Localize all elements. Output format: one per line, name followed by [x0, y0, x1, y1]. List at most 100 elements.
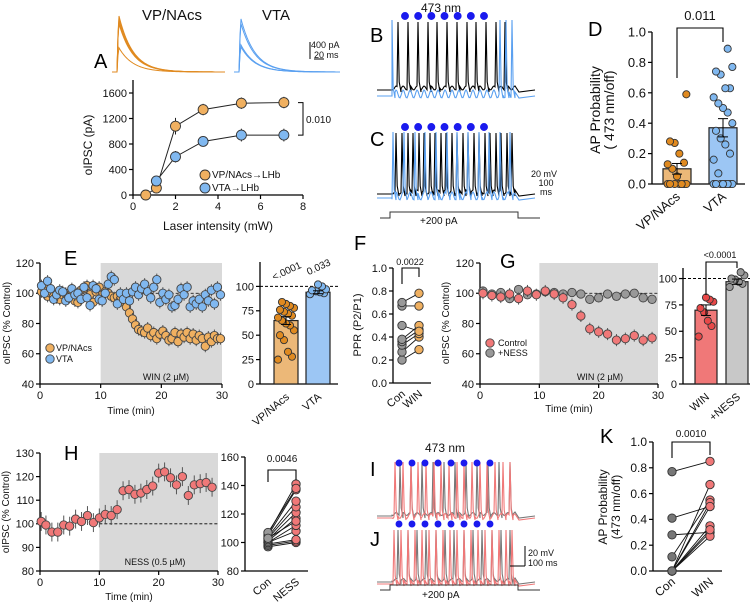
k-pair-line	[671, 529, 711, 572]
g-drug-label: WIN (2 µM)	[577, 372, 623, 382]
g-data-point	[513, 293, 524, 304]
g-inset-data-point	[736, 268, 745, 277]
g-data-point	[647, 333, 657, 343]
g-data-point	[602, 289, 613, 299]
e-data-point	[164, 290, 174, 300]
d-data-point	[682, 90, 691, 99]
j-scale-mv: 20 mV	[528, 548, 554, 558]
h-xlabel: Time (min)	[105, 592, 152, 603]
d-ylabel-2: ( 473 nm/off)	[601, 70, 617, 149]
g-data-point	[585, 324, 595, 334]
h-inset-pair-line	[267, 530, 297, 543]
h-data-point	[159, 467, 170, 477]
f-y-tick-label: 1.0	[372, 263, 387, 275]
k-pair-line	[671, 535, 711, 572]
h-inset-y-tick-label: 120	[221, 509, 239, 521]
i-laser-pulse	[434, 459, 442, 467]
g-data-point	[522, 286, 533, 296]
j-laser-pulse	[421, 520, 429, 528]
k-y-tick-label: 0.4	[630, 513, 647, 527]
h-ylabel: oIPSC (% Control)	[1, 471, 12, 553]
a-data-point	[197, 135, 209, 147]
f-p-value: 0.0022	[396, 257, 424, 267]
a-y-tick-label: 1200	[103, 113, 127, 125]
h-inset-pair-line	[267, 500, 297, 538]
g-inset-y-tick-label: 0	[671, 379, 677, 391]
g-data-point	[602, 329, 613, 339]
panel-letter-c: C	[370, 129, 384, 151]
g-legend-marker-ness	[485, 348, 495, 358]
g-inset-y-tick-label: 25	[665, 352, 677, 364]
k-data-point-before	[667, 566, 677, 576]
d-category-label: VTA	[701, 189, 730, 216]
h-data-point	[112, 504, 122, 515]
k-ylabel-1: AP Probability	[596, 469, 610, 544]
k-category-label: Con	[652, 575, 678, 600]
e-data-point	[91, 284, 101, 294]
g-data-point	[611, 335, 622, 345]
panel-letter-i: I	[370, 459, 376, 481]
g-legend-control: Control	[498, 338, 527, 348]
e-inset-data-point	[275, 331, 285, 340]
j-step-label: +200 pA	[422, 590, 460, 601]
h-inset-pair-line	[267, 506, 297, 539]
d-data-point	[663, 160, 672, 169]
a-data-point	[278, 97, 290, 109]
h-inset-y-tick-label: 140	[221, 480, 239, 492]
h-inset-category-label: NESS	[271, 576, 302, 604]
g-inset-data-point	[703, 316, 712, 325]
h-x-tick-label: 0	[37, 577, 43, 589]
g-data-point	[487, 290, 497, 301]
b-laser-pulse	[480, 12, 488, 20]
e-inset-data-point	[273, 355, 283, 364]
d-data-point	[723, 44, 732, 53]
j-laser-pulse	[408, 520, 416, 528]
e-inset-y-tick-label: 50	[242, 330, 254, 342]
g-data-point	[594, 293, 604, 303]
h-drug-label: NESS (0.5 µM)	[125, 557, 186, 567]
d-category-label: VP/NAcs	[633, 188, 683, 233]
e-inset-data-point	[277, 297, 287, 307]
h-data-point	[82, 510, 93, 521]
g-inset-data-point	[701, 293, 711, 302]
c-scale-ms2: ms	[540, 187, 552, 197]
h-y-tick-label: 100	[16, 519, 34, 531]
k-pair-line	[671, 506, 711, 572]
e-x-tick-label: 0	[37, 390, 43, 402]
e-inset-y-tick-label: 25	[242, 354, 254, 366]
e-inset-bar	[305, 291, 331, 385]
g-drug-shading	[539, 263, 658, 384]
j-trace-off	[377, 529, 536, 585]
h-significance-bracket	[267, 469, 297, 482]
d-p-value: 0.011	[684, 8, 716, 23]
g-inset-category-label: +NESS	[707, 391, 743, 424]
g-data-point	[620, 289, 631, 299]
h-inset-pair-line	[267, 525, 297, 543]
d-data-point	[677, 179, 686, 189]
g-inset-data-point	[727, 274, 736, 283]
a-legend-vta: VTA→LHb	[212, 183, 259, 194]
panel-letter-g: G	[500, 251, 516, 273]
d-data-point	[711, 126, 721, 135]
h-inset-data-point-after	[291, 483, 301, 493]
e-legend-marker-vp	[45, 343, 55, 353]
d-data-point	[675, 149, 684, 158]
f-data-point-before	[397, 297, 407, 308]
g-data-point	[531, 290, 542, 300]
g-x-tick-label: 10	[533, 390, 545, 402]
e-x-tick-label: 30	[216, 390, 228, 402]
g-x-tick-label: 30	[652, 390, 664, 402]
k-pair-line	[671, 506, 711, 519]
f-ylabel: PPR (P2/P1)	[352, 294, 364, 357]
h-data-point	[165, 473, 176, 483]
c-laser-pulse	[480, 123, 488, 131]
g-x-tick-label: 20	[593, 390, 605, 402]
a-data-point	[278, 129, 290, 141]
g-y-tick-label: 40	[462, 379, 474, 391]
e-y-tick-label: 40	[22, 379, 34, 391]
e-p-vta: 0.033	[305, 257, 333, 278]
e-legend-vp: VP/NAcs	[56, 343, 93, 353]
a-p-value: 0.010	[306, 115, 331, 126]
i-laser-pulse	[447, 459, 455, 467]
j-laser-pulse	[395, 520, 403, 528]
